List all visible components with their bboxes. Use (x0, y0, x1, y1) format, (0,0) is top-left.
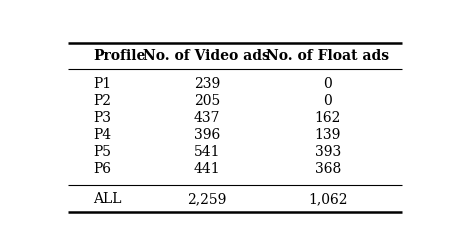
Text: 139: 139 (314, 128, 341, 142)
Text: P3: P3 (93, 111, 111, 125)
Text: 441: 441 (193, 162, 220, 176)
Text: P4: P4 (93, 128, 111, 142)
Text: 162: 162 (314, 111, 341, 125)
Text: 239: 239 (194, 77, 220, 91)
Text: P2: P2 (93, 94, 111, 108)
Text: No. of Video ads: No. of Video ads (143, 49, 270, 63)
Text: 368: 368 (314, 162, 341, 176)
Text: P5: P5 (93, 145, 111, 159)
Text: No. of Float ads: No. of Float ads (266, 49, 389, 63)
Text: 1,062: 1,062 (308, 192, 347, 206)
Text: Profile: Profile (93, 49, 146, 63)
Text: P6: P6 (93, 162, 111, 176)
Text: 0: 0 (323, 77, 332, 91)
Text: 0: 0 (323, 94, 332, 108)
Text: ALL: ALL (93, 192, 122, 206)
Text: P1: P1 (93, 77, 111, 91)
Text: 393: 393 (314, 145, 341, 159)
Text: 541: 541 (194, 145, 220, 159)
Text: 437: 437 (194, 111, 220, 125)
Text: 396: 396 (194, 128, 220, 142)
Text: 205: 205 (194, 94, 220, 108)
Text: 2,259: 2,259 (187, 192, 226, 206)
